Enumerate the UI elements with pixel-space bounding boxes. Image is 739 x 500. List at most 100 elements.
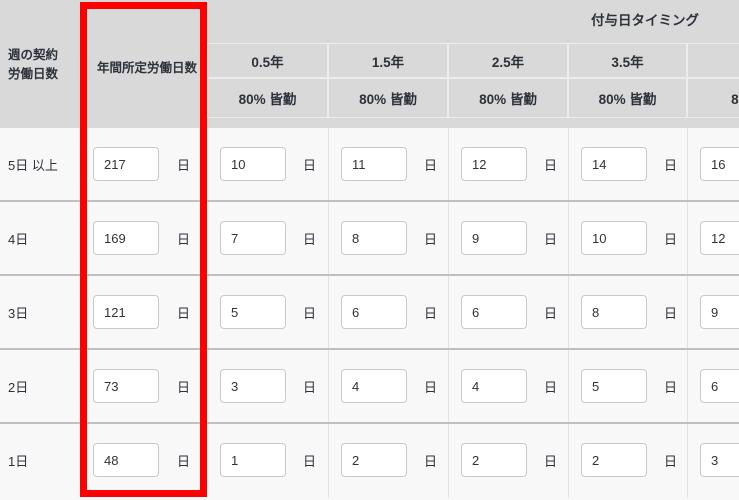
grant-days-input[interactable] xyxy=(220,369,286,403)
row-label-3days: 3日 xyxy=(8,306,29,321)
unit-label: 日 xyxy=(177,454,191,469)
grant-days-input[interactable] xyxy=(461,443,527,477)
grant-cell: 日 xyxy=(207,424,328,497)
row-divider xyxy=(0,200,739,202)
year-header-2-5: 2.5年 xyxy=(448,43,568,78)
grant-days-input[interactable] xyxy=(220,147,286,181)
unit-label: 日 xyxy=(664,306,678,321)
year-header-3-5: 3.5年 xyxy=(568,43,687,78)
unit-label: 日 xyxy=(544,232,558,247)
unit-label: 日 xyxy=(303,232,317,247)
grant-cell: 日 xyxy=(448,350,568,423)
grant-days-input[interactable] xyxy=(581,443,647,477)
unit-label: 日 xyxy=(544,158,558,173)
grant-days-input[interactable] xyxy=(341,295,407,329)
attendance-header-4: 80% 皆勤 xyxy=(687,78,739,118)
grant-days-input[interactable] xyxy=(341,443,407,477)
year-header-1-5: 1.5年 xyxy=(328,43,448,78)
attendance-header-3: 80% 皆勤 xyxy=(568,78,687,118)
row-divider xyxy=(0,348,739,350)
grant-days-input[interactable] xyxy=(700,443,739,477)
row-label-5days: 5日 以上 xyxy=(8,158,58,173)
grant-days-input[interactable] xyxy=(581,369,647,403)
timing-header: 付与日タイミング xyxy=(591,13,699,28)
grant-cell: 日 xyxy=(568,424,687,497)
unit-label: 日 xyxy=(664,380,678,395)
grant-cell: 日 xyxy=(568,202,687,275)
unit-label: 日 xyxy=(177,232,191,247)
grant-cell: 日 xyxy=(687,128,739,201)
grant-days-input[interactable] xyxy=(461,295,527,329)
grant-cell: 日 xyxy=(207,202,328,275)
grant-days-input[interactable] xyxy=(341,221,407,255)
grant-days-input[interactable] xyxy=(341,147,407,181)
year-header-partial xyxy=(687,43,739,78)
grant-cell: 日 xyxy=(568,350,687,423)
unit-label: 日 xyxy=(424,454,438,469)
unit-label: 日 xyxy=(544,306,558,321)
annual-days-input[interactable] xyxy=(93,443,159,477)
grant-days-input[interactable] xyxy=(341,369,407,403)
year-header-0-5: 0.5年 xyxy=(207,43,328,78)
grant-cell: 日 xyxy=(207,276,328,349)
row-label-4days: 4日 xyxy=(8,232,29,247)
grant-cell: 日 xyxy=(687,202,739,275)
grant-days-input[interactable] xyxy=(220,221,286,255)
column-divider xyxy=(687,128,688,498)
unit-label: 日 xyxy=(424,306,438,321)
annual-days-cell: 日 xyxy=(87,202,207,275)
table-header-band xyxy=(0,0,739,128)
grant-cell: 日 xyxy=(448,128,568,201)
grant-cell: 日 xyxy=(687,424,739,497)
grant-cell: 日 xyxy=(568,276,687,349)
grant-days-input[interactable] xyxy=(700,221,739,255)
grant-days-input[interactable] xyxy=(220,295,286,329)
grant-days-input[interactable] xyxy=(461,369,527,403)
unit-label: 日 xyxy=(664,454,678,469)
grant-days-input[interactable] xyxy=(581,147,647,181)
unit-label: 日 xyxy=(544,380,558,395)
grant-cell: 日 xyxy=(328,128,448,201)
annual-days-input[interactable] xyxy=(93,295,159,329)
grant-cell: 日 xyxy=(568,128,687,201)
grant-cell: 日 xyxy=(687,276,739,349)
grant-days-input[interactable] xyxy=(581,295,647,329)
grant-days-input[interactable] xyxy=(461,221,527,255)
unit-label: 日 xyxy=(177,158,191,173)
column-divider xyxy=(328,128,329,498)
attendance-header-2: 80% 皆勤 xyxy=(448,78,568,118)
annual-days-input[interactable] xyxy=(93,221,159,255)
unit-label: 日 xyxy=(664,232,678,247)
annual-days-cell: 日 xyxy=(87,350,207,423)
column-divider xyxy=(448,128,449,498)
annual-days-cell: 日 xyxy=(87,424,207,497)
grant-days-input[interactable] xyxy=(581,221,647,255)
column-divider xyxy=(568,128,569,498)
week-days-column-header: 週の契約 労働日数 xyxy=(8,46,84,84)
row-label-2days: 2日 xyxy=(8,380,29,395)
unit-label: 日 xyxy=(177,380,191,395)
grant-days-input[interactable] xyxy=(700,147,739,181)
row-label-1day: 1日 xyxy=(8,454,29,469)
grant-cell: 日 xyxy=(448,424,568,497)
grant-cell: 日 xyxy=(207,350,328,423)
unit-label: 日 xyxy=(424,158,438,173)
grant-cell: 日 xyxy=(448,202,568,275)
annual-days-cell: 日 xyxy=(87,276,207,349)
annual-days-input[interactable] xyxy=(93,147,159,181)
grant-cell: 日 xyxy=(328,424,448,497)
grant-days-input[interactable] xyxy=(461,147,527,181)
grant-cell: 日 xyxy=(328,350,448,423)
grant-cell: 日 xyxy=(448,276,568,349)
unit-label: 日 xyxy=(424,380,438,395)
row-divider xyxy=(0,422,739,424)
grant-days-input[interactable] xyxy=(220,443,286,477)
annual-days-column-header: 年間所定労働日数 xyxy=(96,61,197,75)
grant-days-input[interactable] xyxy=(700,295,739,329)
grant-days-input[interactable] xyxy=(700,369,739,403)
unit-label: 日 xyxy=(303,306,317,321)
annual-days-input[interactable] xyxy=(93,369,159,403)
annual-days-cell: 日 xyxy=(87,128,207,201)
unit-label: 日 xyxy=(303,158,317,173)
